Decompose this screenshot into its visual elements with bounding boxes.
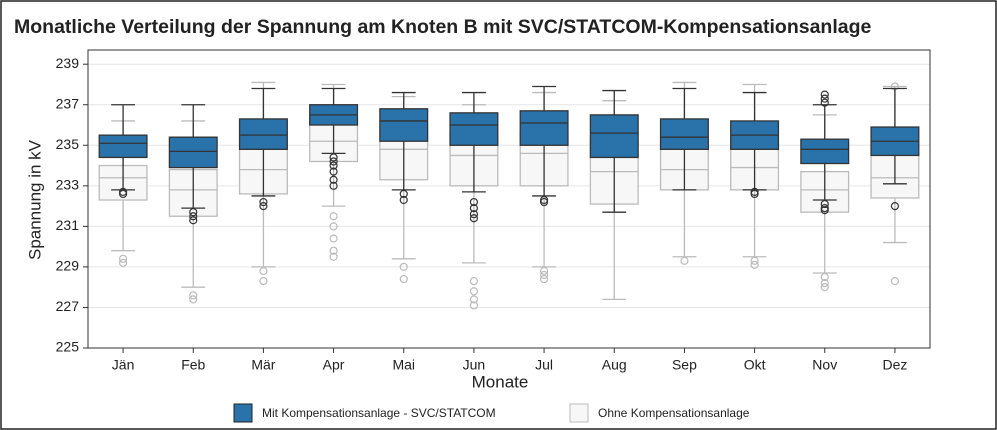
outlier [329,167,338,176]
outlier [469,277,479,286]
outlier [750,260,759,269]
outlier [469,197,479,207]
x-tick-label: Apr [323,357,345,373]
outlier [539,266,549,276]
outlier [329,153,338,162]
outlier [189,212,198,221]
outlier [469,210,479,219]
outlier [118,258,128,267]
outlier [750,189,759,199]
box [168,136,218,169]
outlier [189,208,198,217]
x-tick-label: Jul [535,357,553,373]
y-tick-label: 231 [56,217,80,233]
outlier [329,161,338,170]
outlier [329,157,338,166]
legend-label: Ohne Kompensationsanlage [598,406,750,420]
chart-title: Monatliche Verteilung der Spannung am Kn… [14,16,872,38]
x-tick-label: Sep [672,357,697,373]
outlier [329,252,338,261]
outlier [820,94,829,103]
outlier [329,246,338,255]
y-tick-label: 233 [56,177,80,193]
outlier [820,98,829,107]
x-tick-label: Mai [392,357,415,373]
outlier [329,212,338,221]
outlier [259,197,268,207]
y-tick-label: 227 [56,298,80,314]
box [98,134,148,159]
outlier [399,262,408,272]
outlier [118,187,128,197]
outlier [750,256,759,265]
outlier [539,270,549,280]
outlier [399,274,408,284]
outlier [399,189,408,199]
x-tick-label: Okt [744,357,766,373]
x-tick-label: Jun [463,357,486,373]
outlier [329,181,338,190]
box [449,112,499,146]
outlier [820,279,829,288]
box [519,110,569,146]
box [589,114,639,159]
outlier [820,90,829,99]
x-tick-label: Nov [812,357,837,373]
outlier [329,234,338,243]
outlier [539,274,549,284]
legend-swatch [569,403,589,423]
y-tick-label: 235 [56,136,80,152]
outlier [259,201,268,211]
box [800,138,850,165]
outlier [469,287,479,296]
outlier [890,277,900,286]
outlier [890,201,900,211]
box [659,118,709,150]
y-tick-label: 225 [56,339,80,355]
y-tick-label: 239 [56,55,80,71]
y-axis-label: Spannung in kV [25,139,44,260]
outlier [820,283,829,292]
y-tick-label: 237 [56,95,80,111]
outlier [469,204,479,213]
outlier [469,214,479,223]
plot-frame [87,49,931,349]
x-tick-label: Dez [882,357,907,373]
x-tick-label: Jän [112,357,135,373]
outlier [329,175,338,184]
outlier [259,277,268,286]
outlier [118,254,128,263]
legend-label: Mit Kompensationsanlage - SVC/STATCOM [262,406,496,420]
outlier [189,216,198,225]
y-tick-label: 229 [56,258,80,274]
outlier [259,266,268,276]
outlier [469,301,479,310]
outlier [820,272,829,282]
box [379,108,429,142]
outlier [539,197,549,207]
outlier [189,291,198,300]
outlier [329,222,338,231]
outlier [469,295,479,304]
x-axis-label: Monate [472,372,529,391]
outlier [399,195,408,205]
legend-swatch [233,403,253,423]
x-tick-label: Mär [251,357,275,373]
outlier [820,199,829,209]
outlier [680,256,689,265]
outlier [820,206,829,215]
x-tick-label: Feb [181,357,205,373]
outlier [189,295,198,304]
box [238,118,288,150]
x-tick-label: Aug [602,357,627,373]
